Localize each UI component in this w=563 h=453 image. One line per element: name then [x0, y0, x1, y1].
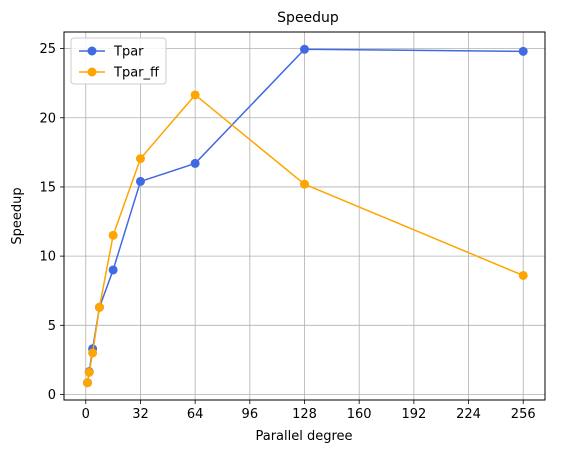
- x-axis-label: Parallel degree: [255, 429, 352, 444]
- data-point: [84, 367, 94, 377]
- y-tick-label: 15: [39, 180, 56, 195]
- y-tick-label: 0: [48, 388, 56, 403]
- legend-item: Tpar: [79, 45, 144, 60]
- data-point: [518, 46, 528, 56]
- legend-marker: [87, 46, 97, 56]
- y-tick-label: 5: [48, 319, 56, 334]
- y-tick-label: 20: [39, 111, 56, 126]
- legend: Tpar Tpar_ff: [70, 37, 167, 85]
- x-tick-label: 160: [347, 407, 372, 422]
- series-tpar-ff: [82, 90, 528, 388]
- data-point: [108, 265, 118, 275]
- x-tick-label: 224: [456, 407, 481, 422]
- data-point: [82, 378, 92, 388]
- data-point: [300, 179, 309, 189]
- chart-title: Speedup: [277, 10, 339, 26]
- series-layer: [82, 44, 528, 388]
- data-point: [190, 158, 200, 168]
- data-point: [88, 348, 98, 358]
- legend-marker: [87, 67, 97, 77]
- data-point: [135, 176, 145, 186]
- data-point: [94, 302, 104, 312]
- x-tick-label: 96: [242, 407, 259, 422]
- x-tick-label: 128: [292, 407, 317, 422]
- ticks: 0 32 64 96 128 160 192 224 256 0 5 10 15 20 25: [39, 42, 535, 422]
- y-tick-label: 25: [39, 42, 56, 57]
- y-axis-label: Speedup: [10, 187, 25, 244]
- legend-label: Tpar: [113, 45, 144, 60]
- data-point: [135, 154, 145, 164]
- data-point: [190, 90, 200, 100]
- data-point: [518, 270, 528, 280]
- legend-item: Tpar_ff: [79, 66, 160, 81]
- x-tick-label: 256: [511, 407, 536, 422]
- data-point: [300, 44, 309, 54]
- data-point: [108, 230, 118, 240]
- legend-label: Tpar_ff: [113, 66, 160, 81]
- x-tick-label: 0: [82, 407, 90, 422]
- x-tick-label: 32: [132, 407, 149, 422]
- y-tick-label: 10: [39, 250, 56, 265]
- x-tick-label: 192: [401, 407, 426, 422]
- x-tick-label: 64: [187, 407, 204, 422]
